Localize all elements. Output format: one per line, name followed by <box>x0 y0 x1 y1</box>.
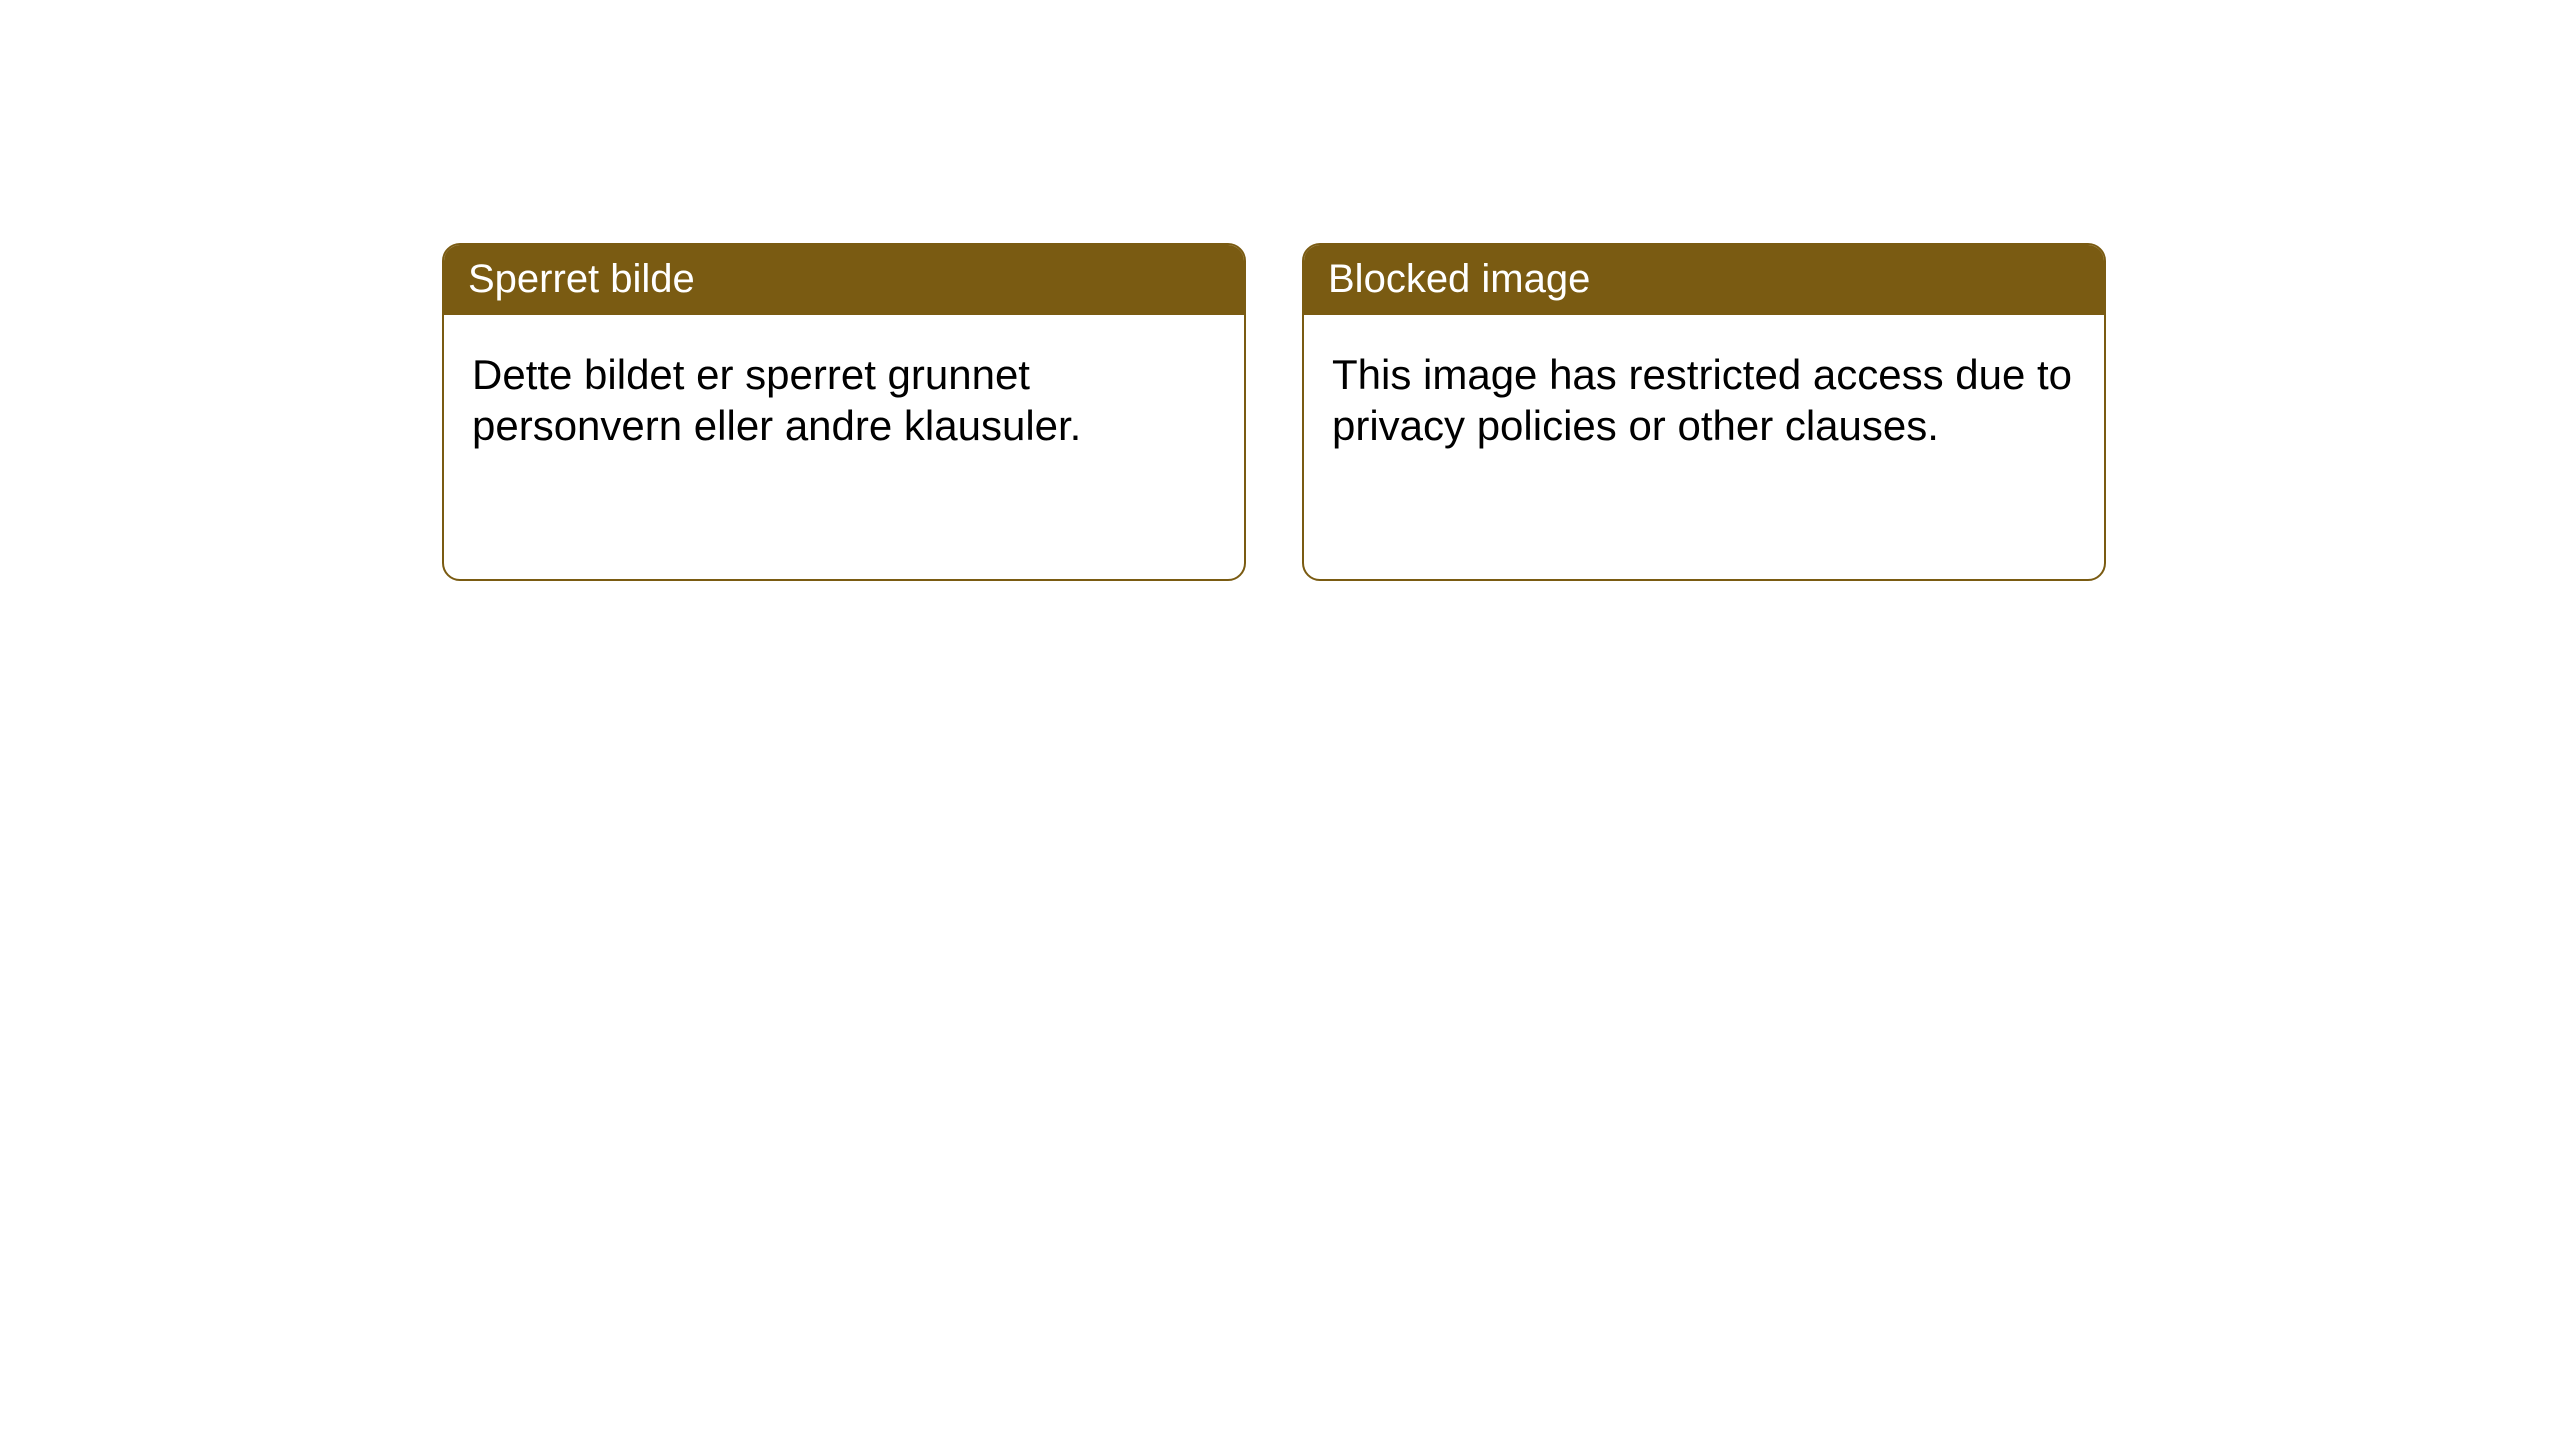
notice-container: Sperret bilde Dette bildet er sperret gr… <box>442 243 2106 581</box>
notice-text: This image has restricted access due to … <box>1332 351 2072 449</box>
notice-body-english: This image has restricted access due to … <box>1304 315 2104 485</box>
notice-title: Blocked image <box>1328 257 1590 301</box>
notice-box-english: Blocked image This image has restricted … <box>1302 243 2106 581</box>
notice-header-norwegian: Sperret bilde <box>444 245 1244 315</box>
notice-header-english: Blocked image <box>1304 245 2104 315</box>
notice-title: Sperret bilde <box>468 257 695 301</box>
notice-body-norwegian: Dette bildet er sperret grunnet personve… <box>444 315 1244 485</box>
notice-text: Dette bildet er sperret grunnet personve… <box>472 351 1081 449</box>
notice-box-norwegian: Sperret bilde Dette bildet er sperret gr… <box>442 243 1246 581</box>
